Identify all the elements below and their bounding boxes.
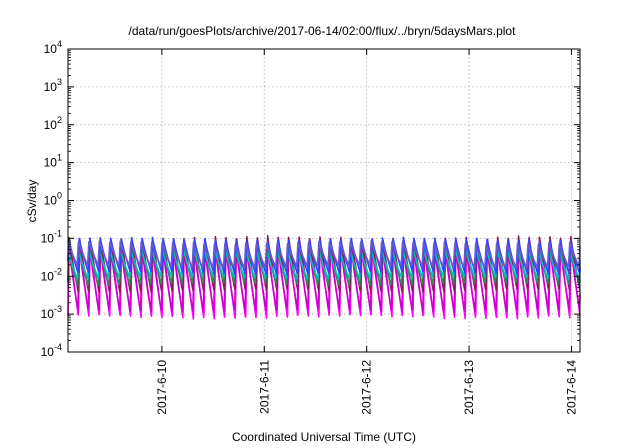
y-tick-label: 100 xyxy=(44,191,62,208)
y-axis-label: cSv/day xyxy=(25,180,39,223)
x-axis-label: Coordinated Universal Time (UTC) xyxy=(232,430,416,444)
y-tick-label: 101 xyxy=(44,153,62,170)
x-tick-label: 2017-6-13 xyxy=(462,360,476,415)
grid-lines xyxy=(68,49,580,352)
y-tick-label: 10-3 xyxy=(41,304,62,321)
x-tick-label: 2017-6-11 xyxy=(257,360,271,414)
y-tick-label: 10-2 xyxy=(41,266,62,283)
y-tick-label: 10-4 xyxy=(41,342,62,359)
series-line xyxy=(67,247,581,281)
x-tick-label: 2017-6-14 xyxy=(564,360,578,415)
axes: 10-4 10-3 10-2 10-1 100 101 102 103 104 2017-6-10… xyxy=(41,39,580,415)
y-tick-label: 104 xyxy=(44,39,62,56)
y-tick-label: 10-1 xyxy=(41,228,62,245)
data-series xyxy=(67,235,581,320)
x-tick-label: 2017-6-12 xyxy=(360,360,374,415)
x-tick-label: 2017-6-10 xyxy=(155,360,169,415)
chart-title: /data/run/goesPlots/archive/2017-06-14/0… xyxy=(129,24,517,38)
y-tick-label: 102 xyxy=(44,115,62,132)
series-line xyxy=(67,240,581,269)
y-tick-label: 103 xyxy=(44,77,62,94)
